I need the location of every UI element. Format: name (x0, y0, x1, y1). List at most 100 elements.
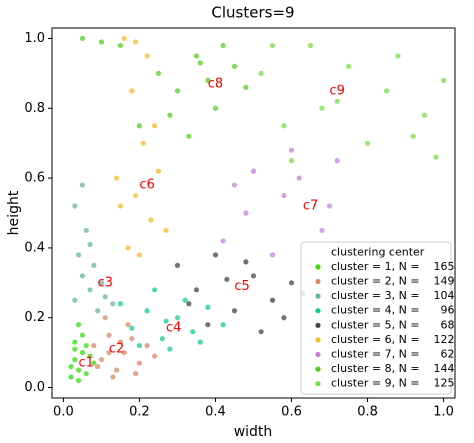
point (395, 53, 401, 59)
point (136, 360, 143, 366)
center-label: c5 (234, 279, 249, 294)
legend-label: cluster = 7, N = 62 (331, 348, 455, 361)
point (319, 105, 325, 111)
point (174, 262, 181, 268)
legend-marker (315, 264, 321, 270)
point (144, 53, 150, 59)
point (136, 252, 143, 258)
legend-marker (315, 351, 321, 358)
point (114, 175, 120, 181)
point (205, 322, 211, 328)
legend-label: cluster = 3, N = 104 (331, 289, 455, 302)
point (106, 332, 112, 338)
center-label: c2 (109, 342, 124, 357)
point (117, 203, 124, 209)
point (224, 276, 230, 282)
point (117, 301, 124, 307)
legend-marker (315, 278, 321, 285)
point (106, 350, 112, 356)
point (250, 273, 257, 279)
center-label: c8 (208, 76, 223, 91)
point (72, 346, 78, 352)
center-label: c3 (98, 275, 113, 290)
legend-label: cluster = 4, N = 96 (331, 304, 455, 317)
point (421, 112, 428, 118)
point (220, 42, 226, 49)
point (167, 346, 173, 352)
point (129, 88, 135, 94)
y-tick-label: 0.8 (24, 101, 45, 116)
legend-label: cluster = 5, N = 68 (331, 318, 455, 331)
x-tick-label: 0.8 (357, 405, 378, 420)
center-label: c7 (303, 199, 318, 214)
x-tick-label: 0.4 (205, 405, 226, 420)
point (68, 374, 74, 380)
point (125, 245, 131, 251)
point (129, 336, 135, 342)
point (288, 158, 295, 164)
point (440, 77, 447, 83)
point (102, 315, 108, 321)
legend-marker (315, 366, 321, 372)
chart-title: Clusters=9 (211, 4, 294, 22)
point (182, 297, 188, 303)
point (117, 42, 124, 49)
point (250, 168, 257, 174)
point (345, 63, 352, 69)
point (83, 227, 89, 234)
point (383, 88, 390, 94)
point (79, 350, 86, 356)
point (186, 301, 192, 307)
point (117, 339, 124, 345)
point (76, 377, 82, 384)
point (133, 192, 139, 199)
y-tick-label: 1.0 (24, 31, 45, 46)
point (110, 374, 116, 380)
point (136, 343, 143, 349)
x-tick-label: 1.0 (433, 405, 454, 420)
point (95, 363, 101, 370)
point (163, 318, 169, 324)
point (258, 70, 264, 76)
point (433, 154, 439, 160)
point (91, 262, 97, 268)
legend-box (300, 241, 452, 395)
point (155, 70, 162, 76)
point (307, 42, 314, 49)
point (193, 53, 200, 59)
legend-label: cluster = 1, N = 165 (331, 260, 455, 273)
point (79, 273, 86, 279)
point (133, 370, 139, 377)
point (163, 227, 169, 234)
x-tick-label: 0.2 (129, 405, 150, 420)
point (288, 147, 295, 153)
y-axis-label: height (6, 190, 22, 235)
legend-marker (315, 293, 321, 299)
legend-marker (315, 308, 321, 314)
point (129, 325, 135, 331)
point (364, 140, 371, 146)
point (231, 308, 238, 314)
point (98, 39, 105, 45)
point (269, 297, 276, 303)
point (98, 357, 105, 363)
point (288, 280, 295, 286)
point (68, 363, 74, 370)
legend-marker (315, 337, 321, 343)
point (326, 203, 333, 209)
point (155, 168, 162, 174)
point (197, 60, 203, 66)
point (76, 252, 82, 258)
center-label: c9 (329, 83, 344, 98)
point (79, 332, 86, 338)
point (72, 339, 78, 345)
point (140, 140, 146, 146)
point (114, 367, 120, 373)
point (296, 175, 302, 181)
point (281, 123, 287, 129)
point (121, 350, 127, 356)
x-tick-label: 0.0 (53, 405, 74, 420)
point (79, 182, 86, 188)
point (334, 158, 340, 164)
